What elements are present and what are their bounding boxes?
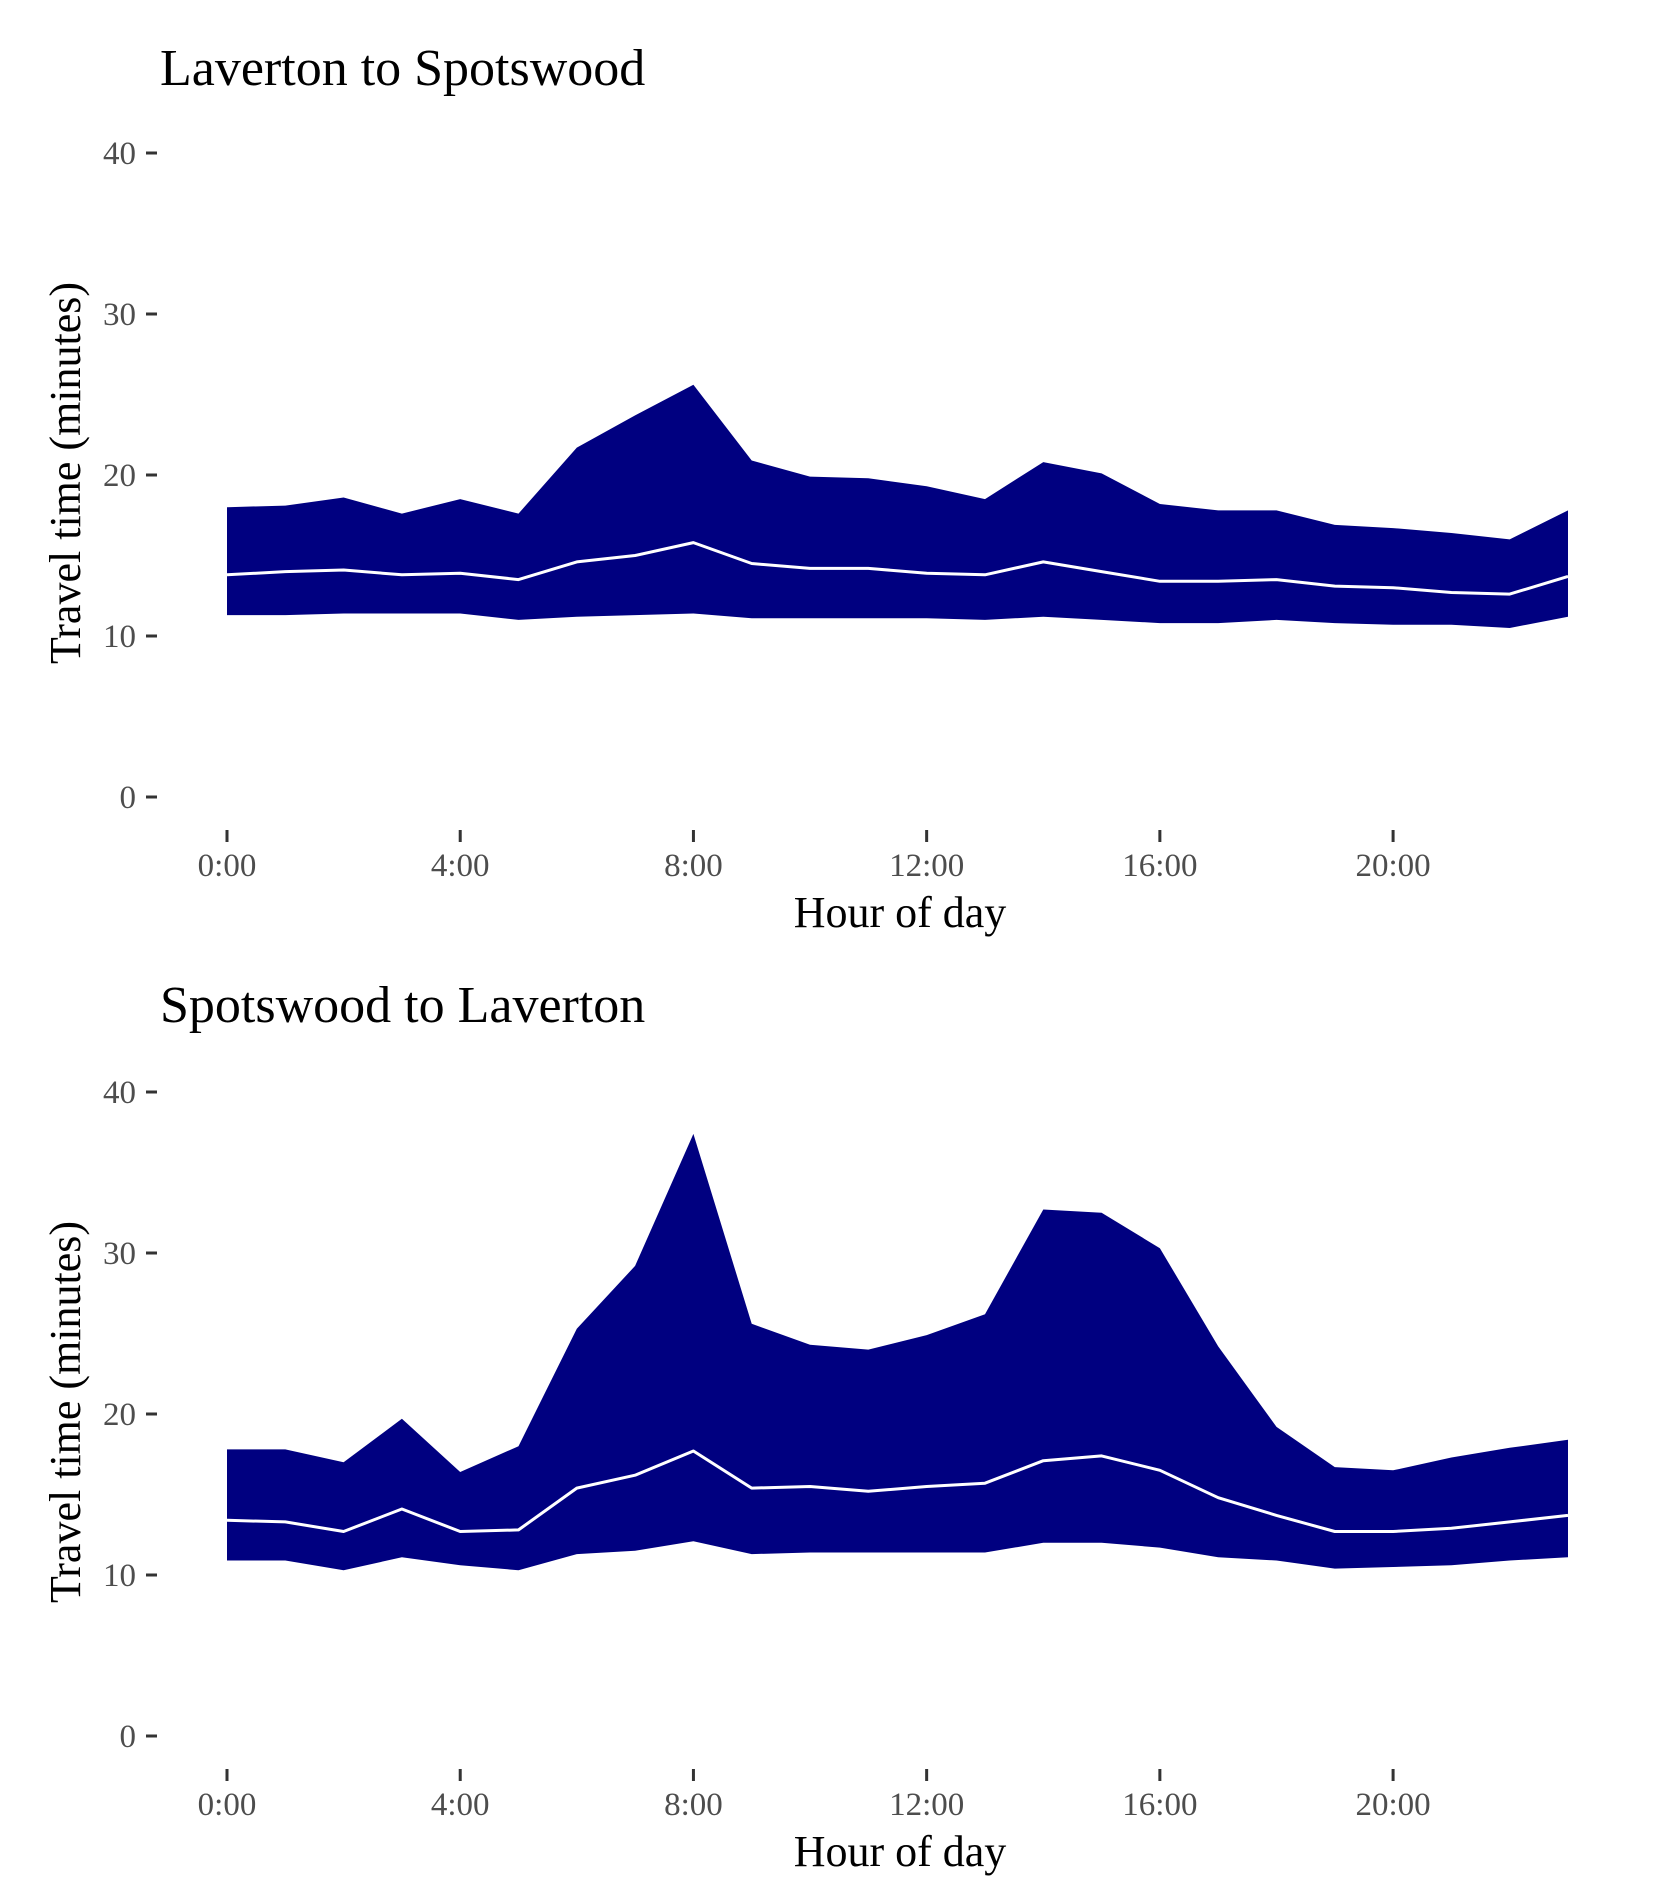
x-tick-label: 8:00 bbox=[664, 848, 723, 884]
y-tick-label: 30 bbox=[103, 297, 136, 333]
y-axis-title: Travel time (minutes) bbox=[41, 282, 90, 664]
y-axis: 0 10 20 30 40 bbox=[103, 136, 157, 816]
x-tick-label: 20:00 bbox=[1356, 1787, 1431, 1823]
x-tick-label: 12:00 bbox=[889, 848, 964, 884]
y-tick-label: 40 bbox=[103, 136, 136, 172]
y-tick-label: 0 bbox=[120, 780, 137, 816]
plot-area bbox=[226, 384, 1569, 628]
y-tick-label: 20 bbox=[103, 458, 136, 494]
x-tick-label: 4:00 bbox=[431, 848, 490, 884]
x-tick-label: 0:00 bbox=[198, 848, 257, 884]
y-axis-title: Travel time (minutes) bbox=[41, 1221, 90, 1603]
x-axis: 0:00 4:00 8:00 12:00 16:00 20:00 bbox=[198, 1769, 1431, 1823]
x-axis-title: Hour of day bbox=[794, 888, 1007, 937]
chart-title: Laverton to Spotswood bbox=[160, 40, 645, 97]
median-line bbox=[226, 541, 1569, 596]
chart-laverton-to-spotswood: Laverton to Spotswood 0 10 20 30 40 0:00 4:00… bbox=[41, 40, 1569, 937]
chart-title: Spotswood to Laverton bbox=[160, 977, 645, 1034]
y-tick-label: 20 bbox=[103, 1397, 136, 1433]
plot-area bbox=[226, 1133, 1569, 1571]
x-tick-label: 4:00 bbox=[431, 1787, 490, 1823]
x-tick-label: 16:00 bbox=[1122, 1787, 1197, 1823]
y-axis: 0 10 20 30 40 bbox=[103, 1075, 157, 1755]
x-axis-title: Hour of day bbox=[794, 1827, 1007, 1876]
median-line bbox=[226, 1449, 1569, 1533]
x-tick-label: 8:00 bbox=[664, 1787, 723, 1823]
x-tick-label: 12:00 bbox=[889, 1787, 964, 1823]
y-tick-label: 10 bbox=[103, 619, 136, 655]
y-tick-label: 10 bbox=[103, 1558, 136, 1594]
y-tick-label: 30 bbox=[103, 1236, 136, 1272]
chart-spotswood-to-laverton: Spotswood to Laverton 0 10 20 30 40 0:00 4:00… bbox=[41, 977, 1569, 1876]
x-tick-label: 16:00 bbox=[1122, 848, 1197, 884]
y-tick-label: 0 bbox=[120, 1719, 137, 1755]
travel-time-band bbox=[227, 1133, 1568, 1571]
x-axis: 0:00 4:00 8:00 12:00 16:00 20:00 bbox=[198, 830, 1431, 884]
y-tick-label: 40 bbox=[103, 1075, 136, 1111]
x-tick-label: 20:00 bbox=[1356, 848, 1431, 884]
x-tick-label: 0:00 bbox=[198, 1787, 257, 1823]
